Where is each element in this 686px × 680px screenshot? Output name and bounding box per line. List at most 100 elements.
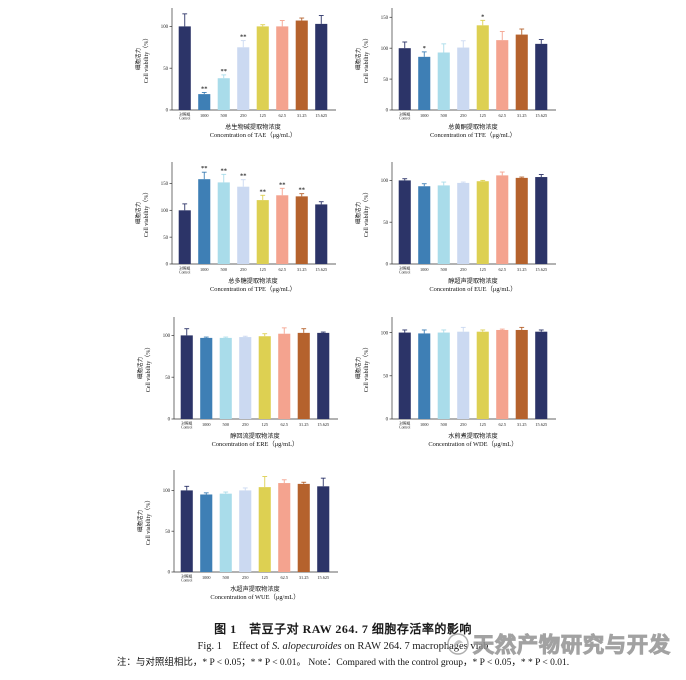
x-axis-title-cn: 醇回流提取物浓度 <box>230 432 280 440</box>
bar-250 <box>237 47 250 110</box>
y-axis-title-en: Cell viability（%） <box>363 189 370 238</box>
x-tick-label: 31.25 <box>299 575 309 580</box>
x-tick-label: 31.25 <box>517 113 527 118</box>
y-axis-title-cn: 细胞活力 <box>136 509 144 532</box>
chart-ere: 0 50 100 对照组 Control 1000 500 250 125 62.5 31.25 15… <box>132 311 350 463</box>
y-tick-label: 0 <box>166 263 169 268</box>
bar-250 <box>239 490 252 572</box>
x-tick-label: 1000 <box>420 113 429 118</box>
x-axis-title-cn: 总黄酮提取物浓度 <box>448 123 498 131</box>
bar-62.5 <box>276 26 289 111</box>
x-tick-label: Control <box>179 271 190 275</box>
bar-62.5 <box>496 175 509 264</box>
bar-125 <box>258 336 271 419</box>
x-axis-title-en: Concentration of EUE（μg/mL） <box>429 285 516 293</box>
x-tick-label: 62.5 <box>498 267 506 272</box>
bar-1000 <box>200 494 213 572</box>
bar-500 <box>437 332 450 419</box>
x-tick-label: Control <box>399 426 410 430</box>
y-tick-label: 100 <box>381 331 389 336</box>
bar-15.625 <box>315 23 328 110</box>
y-tick-label: 0 <box>168 418 171 423</box>
chart-tpe: 0 50 100 150 对照组 Control ** 1000 ** 500 ** 250 ** 125… <box>130 156 348 308</box>
x-tick-label: Control <box>181 426 192 430</box>
chart-tae: 0 50 100 对照组 Control ** 1000 ** 500 ** 250 125 62.5 3… <box>130 2 348 154</box>
y-tick-label: 0 <box>168 571 171 576</box>
significance-marker: ** <box>240 173 247 180</box>
x-tick-label: 对照组 <box>399 421 410 426</box>
chart-tfe: 0 50 100 150 对照组 Control * 1000 500 250 * 125 62.5 31… <box>350 2 568 154</box>
x-tick-label: 500 <box>223 422 229 427</box>
x-tick-label: 125 <box>260 267 266 272</box>
bar-15.625 <box>317 486 330 572</box>
x-tick-label: 对照组 <box>181 421 192 426</box>
y-tick-label: 50 <box>165 530 170 535</box>
x-tick-label: 250 <box>242 575 248 580</box>
x-tick-label: 15.625 <box>317 575 329 580</box>
figure-title-en: Fig. 1 Effect of S. alopecuroides on RAW… <box>0 638 686 655</box>
y-tick-label: 100 <box>163 334 171 339</box>
bar-15.625 <box>317 332 330 419</box>
x-tick-label: 250 <box>242 422 248 427</box>
x-tick-label: 125 <box>480 267 486 272</box>
x-tick-label: 对照组 <box>399 266 410 271</box>
bar-15.625 <box>315 204 328 264</box>
y-tick-label: 50 <box>163 67 168 72</box>
x-tick-label: 125 <box>480 422 486 427</box>
x-tick-label: 对照组 <box>179 266 190 271</box>
bar-对照组 <box>180 490 193 572</box>
y-tick-label: 50 <box>383 78 388 83</box>
bar-500 <box>437 52 450 110</box>
x-tick-label: 15.625 <box>317 422 329 427</box>
bar-31.25 <box>297 332 310 419</box>
bar-1000 <box>198 94 211 110</box>
x-tick-label: 62.5 <box>278 267 286 272</box>
bar-对照组 <box>180 335 193 419</box>
y-tick-label: 100 <box>381 47 389 52</box>
x-tick-label: 250 <box>240 113 246 118</box>
y-axis-title-en: Cell viability（%） <box>363 344 370 393</box>
x-tick-label: Control <box>399 271 410 275</box>
x-tick-label: 250 <box>460 113 466 118</box>
x-axis-title-cn: 总多糖提取物浓度 <box>228 277 278 285</box>
bar-62.5 <box>278 483 291 572</box>
y-tick-label: 50 <box>383 221 388 226</box>
bar-1000 <box>418 186 431 264</box>
x-tick-label: 15.625 <box>535 267 547 272</box>
x-tick-label: 1000 <box>202 422 211 427</box>
x-axis-title-cn: 水超声提取物浓度 <box>230 585 280 593</box>
figure-caption: 图 1 苦豆子对 RAW 264. 7 细胞存活率的影响 Fig. 1 Effe… <box>0 620 686 671</box>
y-tick-label: 50 <box>383 374 388 379</box>
significance-marker: ** <box>279 181 286 188</box>
x-tick-label: 62.5 <box>278 113 286 118</box>
x-tick-label: 62.5 <box>280 422 288 427</box>
x-tick-label: 500 <box>221 267 227 272</box>
bar-500 <box>219 337 232 419</box>
bar-250 <box>457 331 470 419</box>
x-tick-label: 125 <box>262 422 268 427</box>
bar-125 <box>476 25 489 111</box>
y-axis-title-en: Cell viability（%） <box>145 344 152 393</box>
significance-marker: ** <box>221 167 228 174</box>
significance-marker: ** <box>221 68 228 75</box>
bar-对照组 <box>178 210 191 264</box>
bar-125 <box>258 487 271 572</box>
y-axis-title-cn: 细胞活力 <box>354 356 362 379</box>
x-axis-title-cn: 水煎煮提取物浓度 <box>448 432 498 440</box>
x-tick-label: 500 <box>223 575 229 580</box>
bar-31.25 <box>295 20 308 110</box>
x-tick-label: 500 <box>441 113 447 118</box>
bar-对照组 <box>178 26 191 111</box>
y-tick-label: 100 <box>163 489 171 494</box>
x-tick-label: 1000 <box>420 267 429 272</box>
significance-marker: ** <box>240 34 247 41</box>
chart-eue: 0 50 100 对照组 Control 1000 500 250 125 62.5 31.25 15… <box>350 156 568 308</box>
significance-marker: ** <box>201 85 208 92</box>
bar-125 <box>476 331 489 419</box>
figure-title-en-prefix: Fig. 1 Effect of <box>197 641 273 652</box>
x-axis-title-en: Concentration of TPE（μg/mL） <box>210 285 296 293</box>
